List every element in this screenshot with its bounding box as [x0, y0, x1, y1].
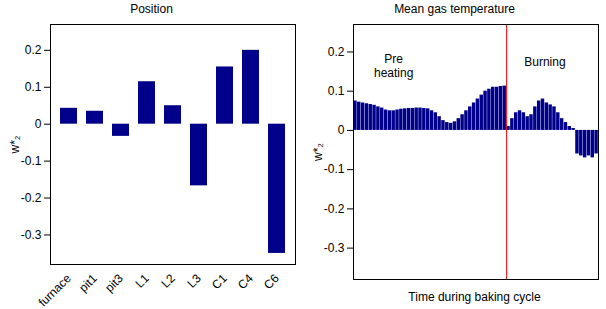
- svg-text:0: 0: [35, 117, 42, 131]
- svg-text:-0.2: -0.2: [324, 202, 345, 216]
- svg-text:pit1: pit1: [76, 271, 100, 295]
- svg-text:w*₂: w*₂: [8, 135, 22, 154]
- svg-text:Preheating: Preheating: [374, 52, 413, 79]
- svg-text:pit3: pit3: [102, 271, 126, 295]
- svg-text:0.2: 0.2: [328, 45, 345, 59]
- svg-text:w*₂: w*₂: [311, 143, 325, 162]
- svg-text:L1: L1: [132, 271, 152, 291]
- svg-text:-0.3: -0.3: [21, 228, 42, 242]
- html-text:Mean gas temperature: Mean gas temperature: [394, 2, 515, 16]
- svg-text:-0.2: -0.2: [21, 191, 42, 205]
- html-text:Time during baking cycle: Time during baking cycle: [408, 290, 541, 304]
- svg-text:C1: C1: [209, 271, 230, 292]
- svg-text:0: 0: [338, 123, 345, 137]
- svg-text:Burning: Burning: [524, 55, 565, 69]
- svg-text:-0.3: -0.3: [324, 241, 345, 255]
- svg-text:0.1: 0.1: [328, 84, 345, 98]
- svg-text:C4: C4: [235, 271, 256, 292]
- svg-text:L2: L2: [158, 271, 178, 291]
- svg-text:0.2: 0.2: [25, 43, 42, 57]
- svg-text:L3: L3: [184, 271, 204, 291]
- svg-text:C6: C6: [261, 271, 282, 292]
- html-text:Position: Position: [130, 2, 173, 16]
- svg-text:furnace: furnace: [36, 271, 74, 309]
- svg-text:0.1: 0.1: [25, 80, 42, 94]
- svg-text:-0.1: -0.1: [21, 154, 42, 168]
- svg-text:-0.1: -0.1: [324, 162, 345, 176]
